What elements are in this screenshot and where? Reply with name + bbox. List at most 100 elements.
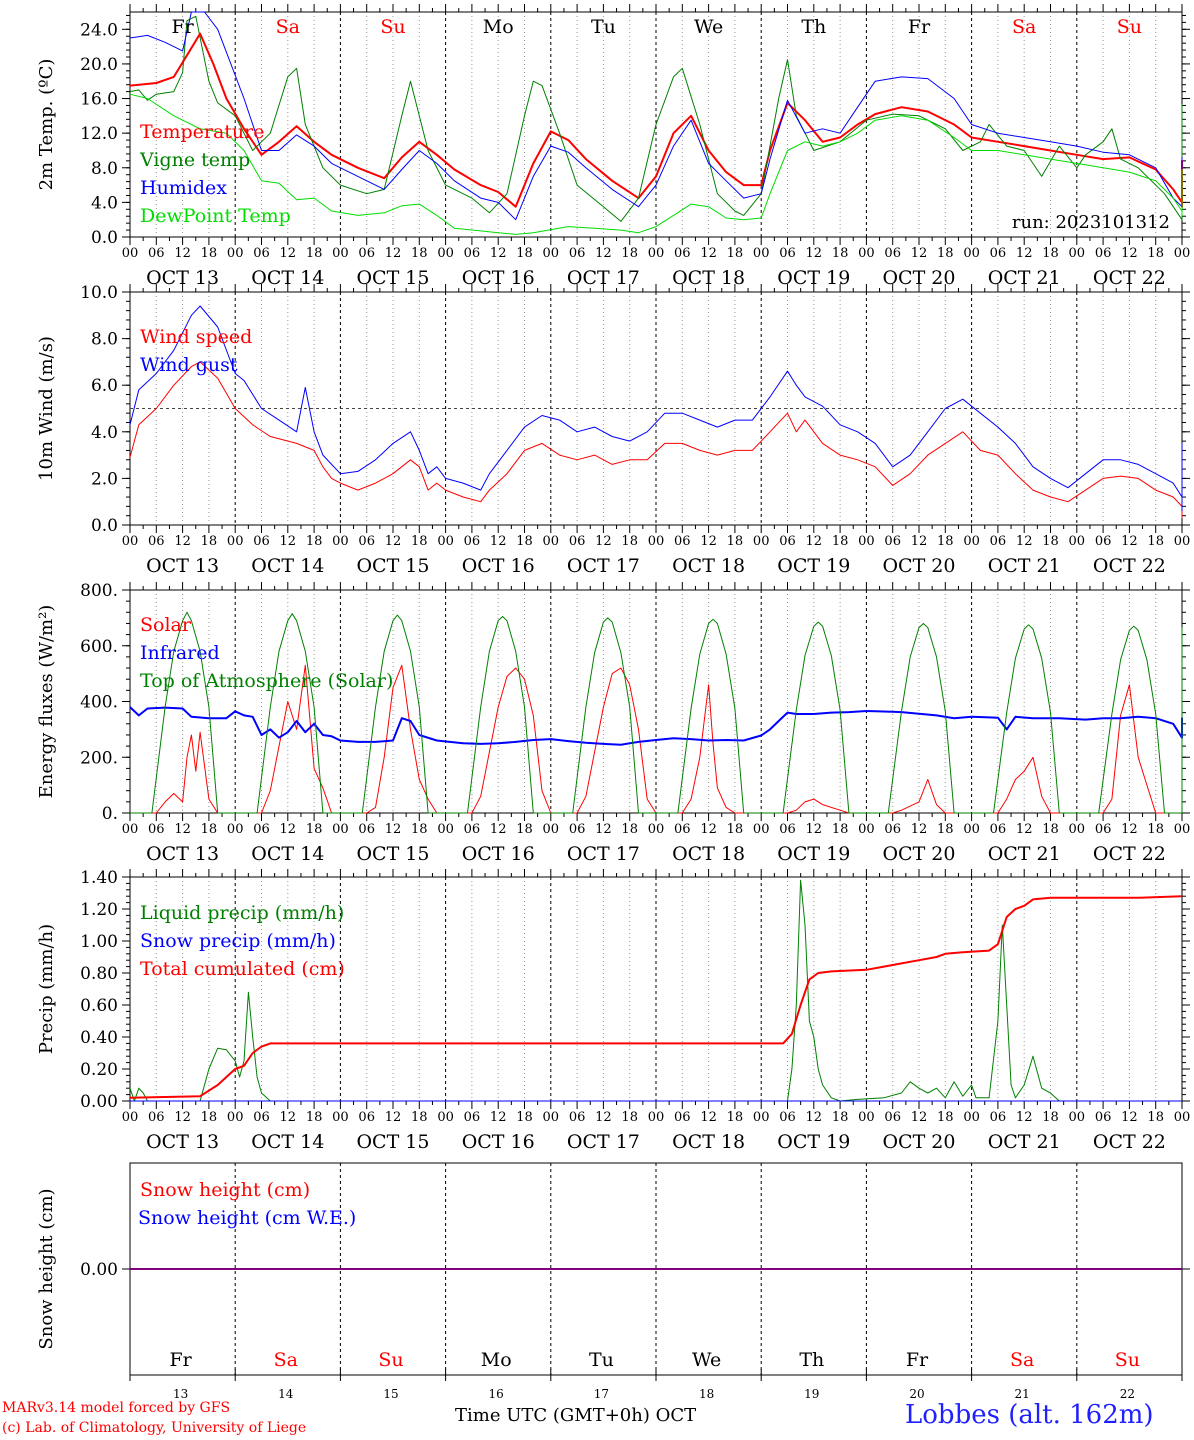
legend-entry: DewPoint Temp [140, 205, 291, 227]
y-tick-label: 0.20 [80, 1060, 118, 1080]
date-label: OCT 15 [356, 843, 429, 865]
hour-tick-label: 00 [332, 1110, 349, 1125]
hour-tick-label: 00 [227, 534, 244, 549]
hour-tick-label: 12 [1121, 822, 1138, 837]
hour-tick-label: 06 [358, 1110, 375, 1125]
hour-tick-label: 00 [332, 534, 349, 549]
date-label: OCT 22 [1093, 267, 1166, 289]
hour-tick-label: 12 [280, 246, 297, 261]
hour-tick-label: 00 [332, 822, 349, 837]
hour-tick-label: 12 [806, 1110, 823, 1125]
hour-tick-label: 18 [621, 822, 638, 837]
date-label: OCT 21 [988, 267, 1061, 289]
day-number: 18 [699, 1387, 714, 1401]
hour-tick-label: 06 [1095, 822, 1112, 837]
hour-tick-label: 18 [937, 1110, 954, 1125]
legend-entry: Liquid precip (mm/h) [140, 902, 344, 924]
hour-tick-label: 18 [832, 822, 849, 837]
hour-tick-label: 12 [595, 246, 612, 261]
hour-tick-label: 12 [1016, 246, 1033, 261]
hour-tick-label: 00 [122, 534, 139, 549]
hour-tick-label: 06 [884, 822, 901, 837]
hour-tick-label: 18 [1147, 246, 1164, 261]
date-label: OCT 21 [988, 1131, 1061, 1153]
location-label: Lobbes (alt. 162m) [905, 1400, 1154, 1430]
hour-tick-label: 18 [201, 822, 218, 837]
day-name-bottom: Sa [1010, 1349, 1034, 1371]
hour-tick-label: 12 [280, 1110, 297, 1125]
hour-tick-label: 06 [464, 822, 481, 837]
hour-tick-label: 00 [1069, 246, 1086, 261]
hour-tick-label: 06 [569, 534, 586, 549]
hour-tick-label: 12 [1121, 1110, 1138, 1125]
hour-tick-label: 12 [806, 534, 823, 549]
hour-tick-label: 00 [1174, 1110, 1191, 1125]
y-axis-label: 10m Wind (m/s) [36, 336, 57, 481]
date-label: OCT 18 [672, 843, 745, 865]
hour-tick-label: 12 [1016, 822, 1033, 837]
hour-tick-label: 06 [253, 822, 270, 837]
hour-tick-label: 12 [806, 246, 823, 261]
hour-tick-label: 12 [280, 534, 297, 549]
series-line-temperature [129, 32, 1183, 208]
hour-tick-label: 00 [122, 246, 139, 261]
hour-tick-label: 06 [884, 534, 901, 549]
hour-tick-label: 00 [1069, 1110, 1086, 1125]
hour-tick-label: 06 [464, 246, 481, 261]
hour-tick-label: 00 [227, 822, 244, 837]
day-name-bottom: Su [378, 1349, 403, 1371]
lab-credit: (c) Lab. of Climatology, University of L… [2, 1420, 307, 1436]
date-label: OCT 17 [567, 267, 640, 289]
day-name-top: Mo [483, 16, 514, 38]
date-label: OCT 21 [988, 555, 1061, 577]
y-tick-label: 0.0 [91, 228, 118, 248]
series-line-vigne-temp [129, 15, 1183, 222]
hour-tick-label: 06 [148, 1110, 165, 1125]
legend-entry: Temperature [140, 121, 264, 143]
hour-tick-label: 18 [1147, 534, 1164, 549]
day-name-bottom: Su [1115, 1349, 1140, 1371]
day-number: 22 [1120, 1387, 1135, 1401]
hour-tick-label: 06 [779, 246, 796, 261]
hour-tick-label: 12 [280, 822, 297, 837]
hour-tick-label: 18 [832, 1110, 849, 1125]
hour-tick-label: 00 [437, 246, 454, 261]
legend-entry: Wind gust [140, 354, 238, 376]
y-tick-label: 12.0 [80, 124, 118, 144]
hour-tick-label: 06 [569, 246, 586, 261]
day-name-top: Fr [908, 16, 931, 38]
hour-tick-label: 06 [464, 534, 481, 549]
date-label: OCT 13 [146, 843, 219, 865]
hour-tick-label: 06 [779, 822, 796, 837]
date-label: OCT 17 [567, 1131, 640, 1153]
date-label: OCT 21 [988, 843, 1061, 865]
day-name-top: Sa [276, 16, 300, 38]
x-axis-month: OCT [655, 1405, 697, 1426]
date-label: OCT 15 [356, 555, 429, 577]
date-label: OCT 16 [462, 843, 535, 865]
hour-tick-label: 00 [227, 246, 244, 261]
hour-tick-label: 00 [753, 246, 770, 261]
date-label: OCT 20 [882, 267, 955, 289]
hour-tick-label: 00 [543, 246, 560, 261]
day-name-top: Th [801, 16, 826, 38]
hour-tick-label: 00 [858, 534, 875, 549]
y-tick-label: 0.40 [80, 1028, 118, 1048]
hour-tick-label: 06 [884, 1110, 901, 1125]
hour-tick-label: 18 [1042, 1110, 1059, 1125]
day-number: 14 [278, 1387, 294, 1401]
day-name-bottom: Fr [169, 1349, 192, 1371]
hour-tick-label: 18 [516, 822, 533, 837]
hour-tick-label: 06 [148, 822, 165, 837]
date-label: OCT 14 [251, 1131, 324, 1153]
hour-tick-label: 00 [858, 822, 875, 837]
hour-tick-label: 12 [490, 246, 507, 261]
x-axis-title: Time UTC (GMT+0h) [455, 1405, 650, 1426]
hour-tick-label: 00 [648, 246, 665, 261]
hour-tick-label: 12 [700, 1110, 717, 1125]
hour-tick-label: 00 [648, 822, 665, 837]
y-axis-label: Precip (mm/h) [36, 924, 57, 1054]
hour-tick-label: 06 [990, 1110, 1007, 1125]
hour-tick-label: 12 [1016, 1110, 1033, 1125]
hour-tick-label: 12 [385, 1110, 402, 1125]
